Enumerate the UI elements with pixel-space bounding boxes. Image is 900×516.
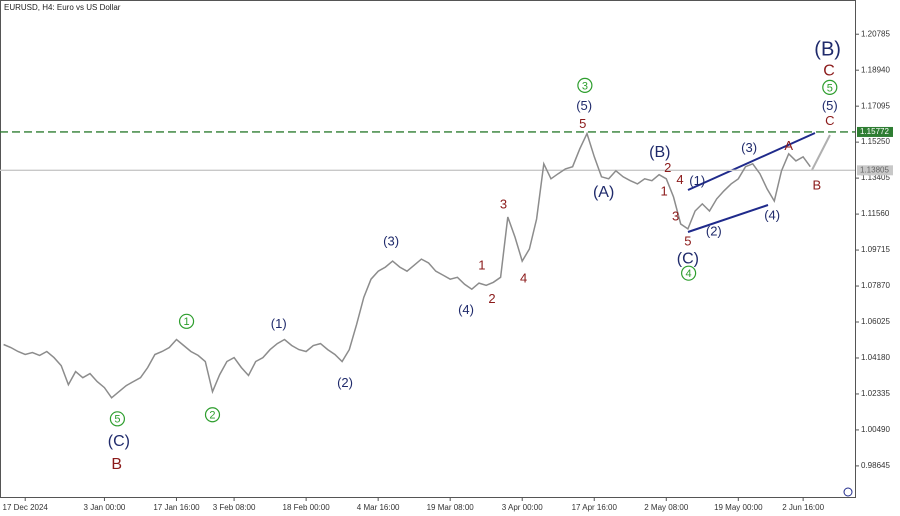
y-tick-label: 1.13405 [861, 173, 890, 182]
wave-label: 1 [183, 316, 189, 328]
wave-label: C [825, 113, 834, 128]
price-label-box [857, 165, 893, 176]
wave-circle [822, 79, 838, 95]
x-tick-label: 18 Feb 00:00 [283, 503, 331, 512]
y-tick-label: 1.04180 [861, 353, 890, 362]
wave-label: (C) [677, 250, 699, 267]
y-tick-label: 1.20785 [861, 29, 890, 38]
wave-label: (3) [383, 233, 399, 248]
y-tick-label: 1.18940 [861, 65, 890, 74]
wave-label: (A) [593, 184, 614, 201]
x-tick-label: 17 Jan 16:00 [153, 503, 200, 512]
price-label: 1.13805 [860, 165, 889, 174]
channel-line [687, 204, 769, 233]
wave-label: 1 [661, 183, 668, 198]
x-tick-label: 17 Dec 2024 [3, 503, 49, 512]
wave-label: 3 [672, 208, 679, 223]
x-tick-label: 2 May 08:00 [644, 503, 689, 512]
price-line [3, 131, 811, 399]
y-tick-label: 1.06025 [861, 317, 890, 326]
wave-label: (3) [741, 140, 757, 155]
wave-label: 2 [209, 410, 215, 422]
y-tick-label: 1.07870 [861, 281, 890, 290]
wave-label: 4 [676, 172, 683, 187]
wave-label: 5 [827, 82, 833, 94]
wave-label: C [823, 63, 835, 80]
wave-circle [178, 313, 195, 329]
wave-label: 2 [664, 160, 671, 175]
wave-label: 5 [579, 116, 586, 131]
wave-label: (C) [108, 433, 130, 450]
x-tick-label: 17 Apr 16:00 [572, 503, 618, 512]
y-tick-label: 0.98645 [861, 461, 890, 470]
channel-line [687, 132, 816, 191]
wave-label: B [812, 177, 821, 192]
x-tick-label: 2 Jun 16:00 [782, 503, 824, 512]
forecast-line [811, 134, 831, 171]
wave-circle [577, 77, 593, 94]
chart-title: EURUSD, H4: Euro vs US Dollar [4, 3, 121, 12]
x-tick-label: 3 Apr 00:00 [502, 503, 543, 512]
wave-label: (1) [689, 173, 705, 188]
y-tick-label: 1.02335 [861, 389, 890, 398]
wave-label: (B) [814, 39, 841, 61]
x-tick-label: 3 Feb 08:00 [213, 503, 256, 512]
wave-label: 5 [684, 233, 691, 248]
wave-label: 2 [488, 291, 495, 306]
wave-label: 3 [582, 80, 588, 92]
y-tick-label: 1.11560 [861, 209, 890, 218]
price-label: 1.15772 [860, 127, 889, 136]
wave-label: (2) [706, 223, 722, 238]
x-tick-label: 19 Mar 08:00 [427, 503, 475, 512]
x-tick-label: 4 Mar 16:00 [357, 503, 400, 512]
wave-label: B [111, 456, 122, 473]
wave-label: 5 [114, 414, 120, 426]
price-label-box [857, 126, 893, 137]
wave-label: 3 [500, 196, 507, 211]
x-tick-label: 19 May 00:00 [714, 503, 763, 512]
wave-label: 4 [686, 268, 692, 280]
y-tick-label: 1.00490 [861, 425, 890, 434]
wave-label: (4) [458, 302, 474, 317]
x-tick-label: 3 Jan 00:00 [84, 503, 126, 512]
y-tick-label: 1.09715 [861, 245, 890, 254]
scroll-icon[interactable] [843, 487, 853, 497]
plot-frame [0, 0, 856, 498]
y-tick-label: 1.17095 [861, 101, 890, 110]
wave-circle [109, 411, 126, 427]
wave-label: (5) [576, 98, 592, 113]
wave-label: 1 [478, 258, 485, 273]
wave-circle [204, 407, 221, 423]
wave-label: (2) [337, 375, 353, 390]
wave-label: (5) [822, 98, 838, 113]
wave-label: 4 [520, 271, 527, 286]
wave-label: (4) [764, 207, 780, 222]
wave-circle [681, 265, 697, 281]
wave-label: A [784, 138, 793, 153]
wave-label: (B) [649, 144, 670, 161]
wave-label: (1) [271, 316, 287, 331]
y-tick-label: 1.15250 [861, 137, 890, 146]
